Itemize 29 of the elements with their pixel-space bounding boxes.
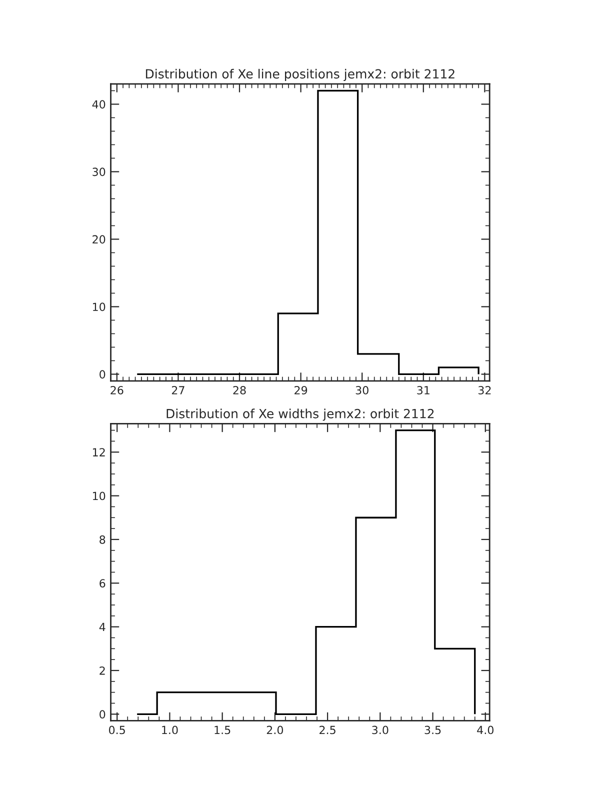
y-tick-label: 2 xyxy=(100,666,105,675)
y-tick-label: 30 xyxy=(92,168,106,176)
y-tick-label: 0 xyxy=(100,370,106,379)
x-tick-label: 30 xyxy=(356,386,368,394)
chart-title: Distribution of Xe line positions jemx2: orbit 2112 xyxy=(146,68,454,81)
x-tick-label: 0.5 xyxy=(108,726,125,734)
x-tick-label: 32 xyxy=(478,386,491,394)
x-tick-label: 4.0 xyxy=(477,726,494,734)
y-tick-label: 40 xyxy=(92,100,106,109)
x-tick-label: 28 xyxy=(233,386,246,394)
x-tick-label: 3.5 xyxy=(424,726,441,734)
y-tick-label: 10 xyxy=(92,302,106,312)
y-tick-label: 6 xyxy=(100,579,106,588)
y-tick-label: 10 xyxy=(92,492,106,500)
y-tick-label: 12 xyxy=(92,448,105,456)
y-tick-label: 20 xyxy=(92,235,106,244)
x-tick-label: 26 xyxy=(110,386,124,394)
x-tick-label: 3.0 xyxy=(372,726,388,734)
x-tick-label: 31 xyxy=(417,386,430,394)
y-tick-label: 0 xyxy=(100,710,106,719)
x-tick-label: 29 xyxy=(294,386,308,394)
y-tick-label: 8 xyxy=(100,535,106,544)
y-tick-label: 4 xyxy=(99,622,106,632)
x-tick-label: 2.5 xyxy=(320,726,336,734)
x-tick-label: 2.0 xyxy=(266,726,284,734)
x-tick-label: 1.5 xyxy=(214,726,230,734)
chart-title: Distribution of Xe widths jemx2: orbit 2112 xyxy=(166,408,434,421)
x-tick-label: 1.0 xyxy=(162,726,178,734)
x-tick-label: 27 xyxy=(172,386,184,394)
